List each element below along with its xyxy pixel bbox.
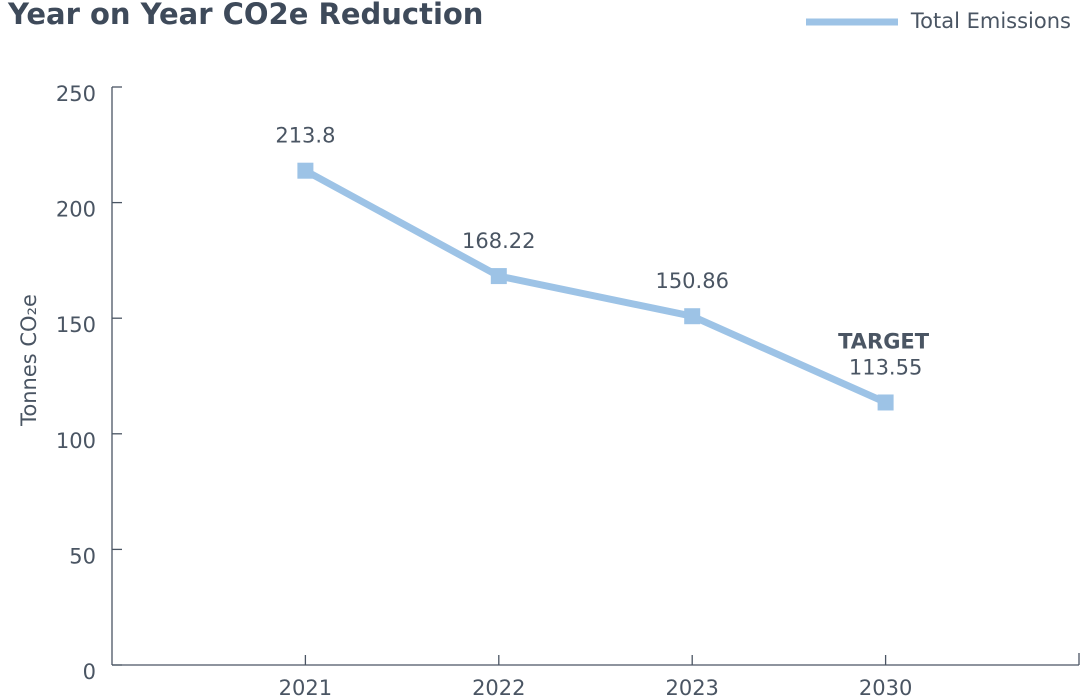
data-label: 150.86 bbox=[655, 269, 728, 293]
y-tick-label: 0 bbox=[83, 660, 96, 684]
x-tick-label: 2023 bbox=[665, 676, 718, 700]
y-axis-label: Tonnes CO₂e bbox=[17, 294, 41, 427]
y-tick-label: 150 bbox=[56, 313, 96, 337]
x-tick-label: 2022 bbox=[472, 676, 525, 700]
data-label: 213.8 bbox=[275, 124, 335, 148]
x-tick-label: 2021 bbox=[279, 676, 332, 700]
marker bbox=[877, 394, 894, 411]
marker bbox=[490, 268, 507, 285]
y-tick-label: 50 bbox=[69, 544, 96, 568]
y-tick-label: 250 bbox=[56, 82, 96, 106]
marker bbox=[297, 162, 314, 179]
marker bbox=[684, 308, 701, 325]
legend-label: Total Emissions bbox=[910, 9, 1071, 33]
x-tick-label: 2030 bbox=[859, 676, 912, 700]
data-label: 168.22 bbox=[462, 229, 535, 253]
data-label: 113.55 bbox=[849, 355, 922, 379]
annotation: TARGET bbox=[838, 329, 930, 353]
line bbox=[303, 167, 888, 406]
chart-title: Year on Year CO2e Reduction bbox=[7, 0, 483, 31]
y-tick-label: 200 bbox=[56, 198, 96, 222]
y-tick-label: 100 bbox=[56, 429, 96, 453]
